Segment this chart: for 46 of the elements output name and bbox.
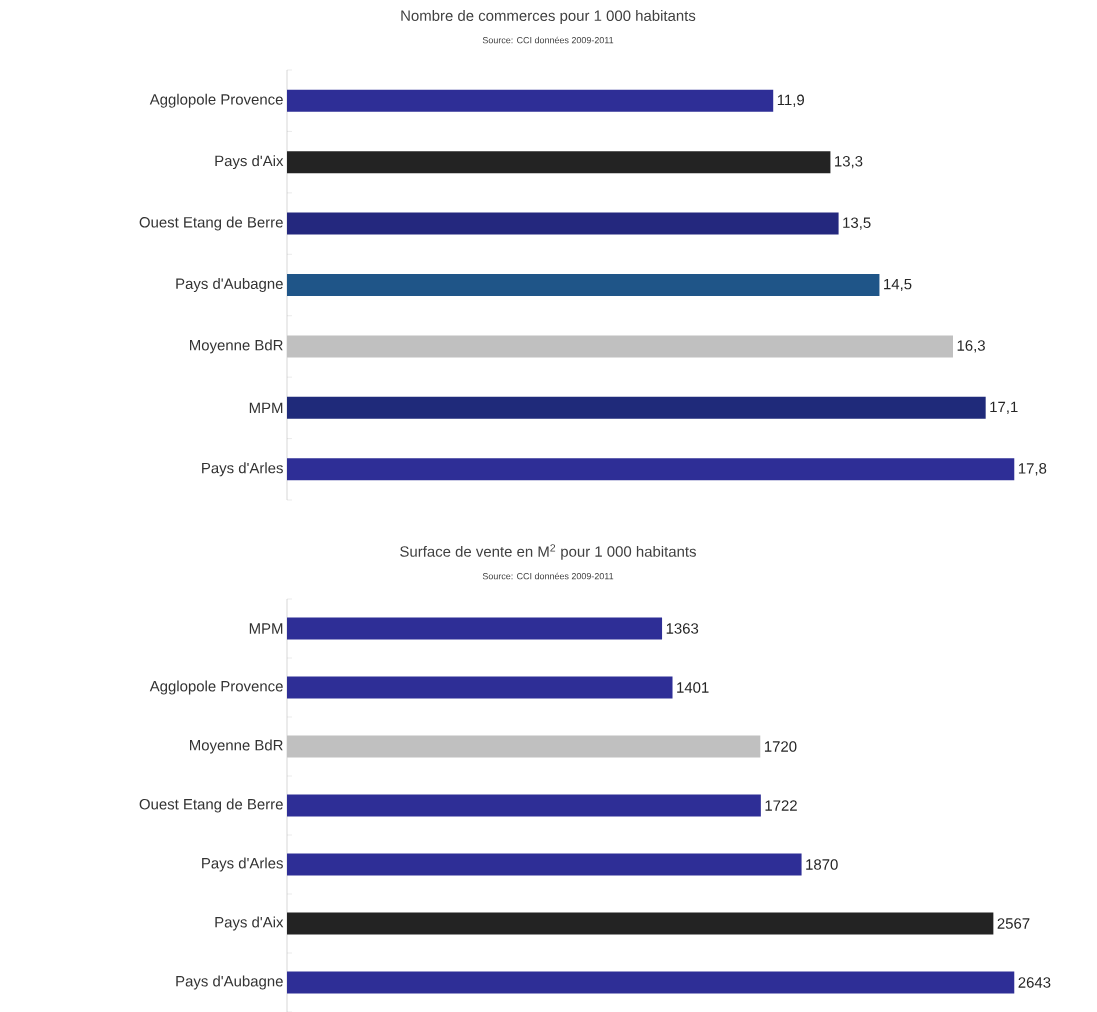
bar xyxy=(287,396,986,419)
y-tick-label: Pays d'Aix xyxy=(215,916,284,931)
bar xyxy=(287,458,1015,481)
bar xyxy=(287,676,673,699)
y-tick-label: Moyenne BdR xyxy=(190,339,283,354)
y-tick-label: MPM xyxy=(249,402,283,413)
y-tick-label: Pays d'Arles xyxy=(202,857,283,872)
bar xyxy=(287,912,994,935)
y-tick-label: Agglopole Provence xyxy=(149,680,283,695)
bar xyxy=(287,617,663,640)
bar xyxy=(287,971,1015,994)
bar xyxy=(287,89,774,112)
y-tick-label: Ouest Etang de Berre xyxy=(139,798,283,813)
data-label: 1401 xyxy=(677,682,709,693)
data-label: 13,3 xyxy=(835,155,863,169)
data-label: 17,1 xyxy=(990,401,1018,414)
bar xyxy=(287,151,831,174)
y-tick-label: Ouest Etang de Berre xyxy=(139,216,283,231)
bar xyxy=(287,335,953,358)
data-label: 1363 xyxy=(666,623,699,634)
data-label: 1870 xyxy=(806,859,838,870)
bar xyxy=(287,212,839,235)
y-tick-label: Agglopole Provence xyxy=(149,93,283,108)
data-label: 2643 xyxy=(1018,977,1051,988)
bar xyxy=(287,273,880,296)
data-label: 1720 xyxy=(764,741,797,752)
bar xyxy=(287,735,761,758)
bar xyxy=(287,853,802,876)
bar xyxy=(287,794,761,817)
chart-subtitle: Source: CCI données 2009-2011 xyxy=(482,572,614,580)
chart-subtitle: Source: CCI données 2009-2011 xyxy=(482,36,614,44)
data-label: 1722 xyxy=(765,800,797,811)
y-tick-label: Moyenne BdR xyxy=(190,739,283,754)
y-tick-label: Pays d'Aubagne xyxy=(176,975,283,990)
y-tick-label: Pays d'Arles xyxy=(202,462,283,477)
data-label: 11,9 xyxy=(777,94,804,107)
data-label: 2567 xyxy=(997,918,1030,929)
data-label: 13,5 xyxy=(843,217,871,230)
data-label: 17,8 xyxy=(1018,463,1047,476)
chart-title: Surface de vente en M$^{2}$ pour 1 000 habitants xyxy=(400,544,696,560)
y-tick-label: Pays d'Aubagne xyxy=(176,277,283,292)
y-tick-label: MPM xyxy=(249,623,283,634)
y-tick-label: Pays d'Aix xyxy=(215,155,284,170)
data-label: 16,3 xyxy=(957,340,985,353)
chart-title: Nombre de commerces pour 1 000 habitants xyxy=(401,9,696,24)
data-label: 14,5 xyxy=(884,278,912,292)
